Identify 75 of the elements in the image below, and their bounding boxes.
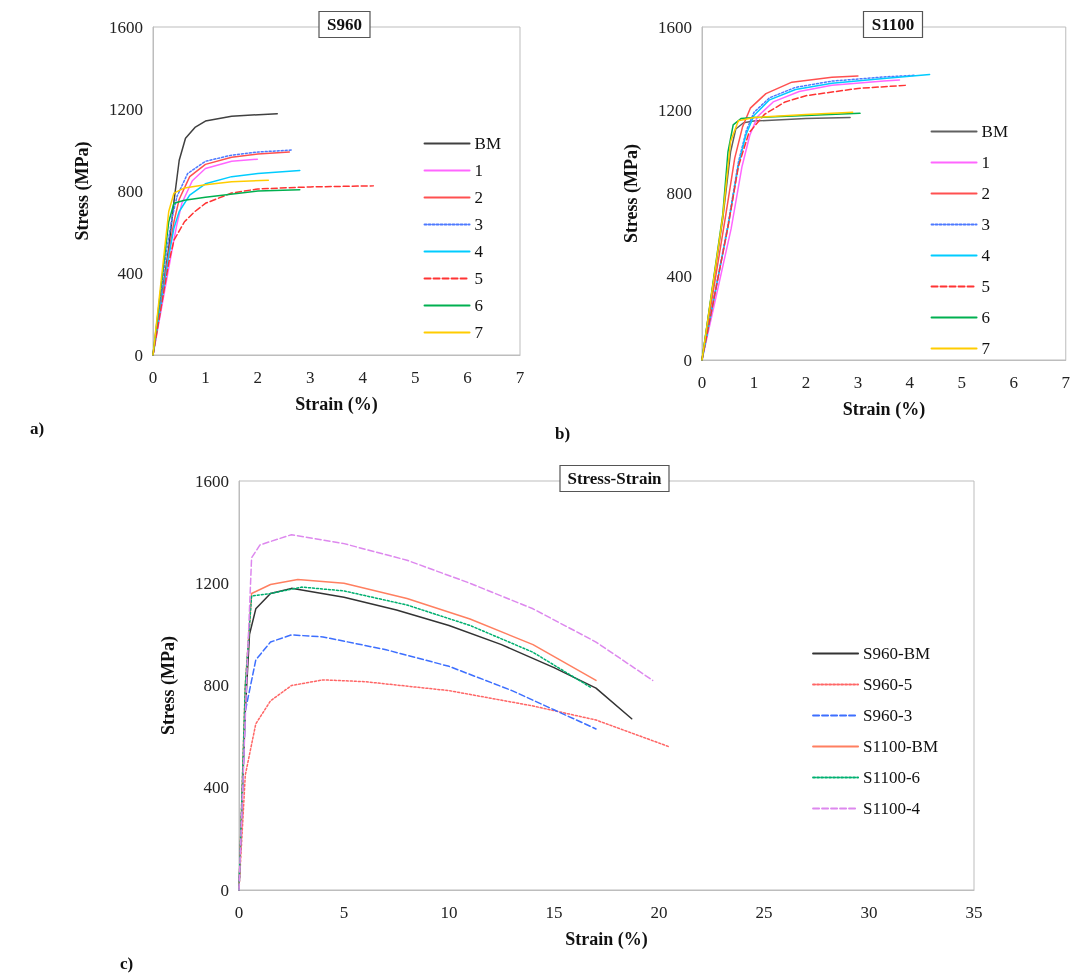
x-axis-title: Strain (%) — [565, 929, 648, 950]
x-tick-label: 10 — [440, 903, 458, 922]
legend-label: BM — [474, 134, 502, 153]
line-series — [238, 533, 654, 891]
y-tick-label: 1200 — [109, 99, 143, 119]
x-tick-label: 3 — [853, 373, 863, 392]
legend-label: 7 — [981, 339, 991, 358]
y-tick-label: 1600 — [195, 471, 229, 491]
legend-label: 3 — [474, 215, 484, 234]
chart-title: S1100 — [871, 15, 915, 34]
x-tick-label: 0 — [234, 903, 244, 922]
x-tick-label: 4 — [358, 368, 368, 387]
legend-label: 5 — [474, 269, 484, 288]
x-tick-label: 20 — [650, 903, 668, 922]
legend-label: 4 — [474, 242, 484, 261]
x-tick-label: 5 — [957, 373, 967, 392]
legend-label: S1100-BM — [863, 737, 939, 756]
legend-label: 4 — [981, 246, 991, 265]
legend-label: S1100-4 — [863, 799, 921, 818]
text: c) — [120, 954, 134, 973]
x-tick-label: 5 — [339, 903, 349, 922]
x-tick-label: 5 — [410, 368, 420, 387]
x-axis-title: Strain (%) — [295, 394, 378, 415]
x-tick-label: 6 — [1009, 373, 1019, 392]
x-tick-label: 35 — [965, 903, 983, 922]
y-tick-label: 800 — [666, 184, 692, 203]
x-tick-label: 2 — [253, 368, 263, 387]
y-tick-label: 1200 — [658, 100, 692, 120]
y-tick-label: 0 — [220, 880, 229, 900]
legend-label: 7 — [474, 323, 484, 342]
y-axis-title: Stress (MPa) — [158, 635, 179, 736]
legend-label: 2 — [474, 188, 484, 207]
text: a) — [30, 419, 45, 438]
y-tick-label: 400 — [117, 263, 143, 283]
legend-label: S960-BM — [863, 644, 931, 663]
x-tick-label: 4 — [905, 373, 915, 392]
x-tick-label: 1 — [749, 373, 759, 392]
line-series — [152, 179, 270, 356]
legend-label: 1 — [981, 153, 991, 172]
x-tick-label: 0 — [148, 368, 158, 387]
x-tick-label: 7 — [1061, 373, 1071, 392]
legend-label: 2 — [981, 184, 991, 203]
x-axis-title: Strain (%) — [842, 399, 926, 420]
x-tick-label: 0 — [697, 373, 707, 392]
legend-label: 6 — [981, 308, 991, 327]
y-axis-title: Stress (MPa) — [72, 141, 93, 241]
y-axis-title: Stress (MPa) — [621, 143, 642, 244]
y-tick-label: 0 — [683, 350, 692, 370]
y-tick-label: 800 — [203, 676, 229, 695]
y-tick-label: 400 — [203, 778, 229, 798]
x-tick-label: 3 — [306, 368, 315, 387]
y-tick-label: 0 — [134, 345, 143, 365]
legend-label: 3 — [981, 215, 991, 234]
x-tick-label: 15 — [545, 903, 563, 922]
y-tick-label: 1600 — [109, 17, 143, 37]
legend-label: 6 — [474, 296, 484, 315]
y-tick-label: 1600 — [658, 17, 692, 37]
legend-label: S960-3 — [863, 706, 913, 725]
y-tick-label: 1200 — [195, 573, 229, 593]
x-tick-label: 6 — [463, 368, 472, 387]
x-tick-label: 1 — [201, 368, 210, 387]
chart-title: Stress-Strain — [567, 469, 663, 488]
chart-title: S960 — [327, 15, 362, 34]
y-tick-label: 800 — [117, 181, 143, 201]
legend-label: S960-5 — [863, 675, 913, 694]
y-tick-label: 400 — [666, 267, 692, 287]
legend-label: BM — [981, 122, 1009, 141]
x-tick-label: 30 — [860, 903, 878, 922]
legend-label: 1 — [474, 161, 484, 180]
x-tick-label: 7 — [515, 368, 525, 387]
legend-label: 5 — [981, 277, 991, 296]
x-tick-label: 25 — [755, 903, 773, 922]
text: b) — [555, 424, 571, 443]
legend-label: S1100-6 — [863, 768, 921, 787]
x-tick-label: 2 — [801, 373, 811, 392]
